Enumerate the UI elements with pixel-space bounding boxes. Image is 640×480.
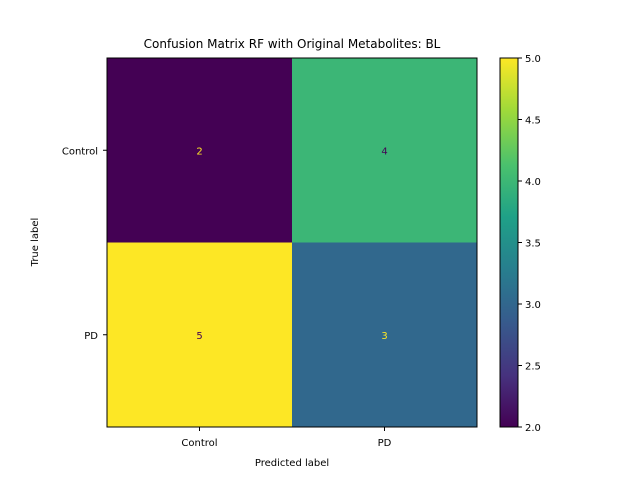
plot-frame	[106, 57, 478, 428]
y-tick-label: PD	[84, 331, 98, 342]
colorbar-axis: 2.0 2.5 3.0 3.5 4.0 4.5 5.0	[518, 54, 541, 434]
heatmap-cell	[292, 58, 477, 243]
colorbar	[499, 57, 519, 428]
heatmap-cell	[107, 242, 292, 427]
chart-title: Confusion Matrix RF with Original Metabo…	[144, 37, 441, 51]
y-axis-title: True label	[30, 218, 41, 268]
x-tick-label: PD	[378, 438, 392, 449]
colorbar-tick-label: 2.5	[525, 362, 541, 373]
colorbar-tick-label: 4.5	[525, 116, 541, 127]
x-tick-label: Control	[181, 438, 217, 449]
colorbar-tick-label: 3.0	[525, 300, 541, 311]
heatmap-cell	[107, 58, 292, 243]
colorbar-tick-label: 4.0	[525, 177, 541, 188]
colorbar-tick-label: 2.0	[525, 423, 541, 434]
colorbar-tick-label: 3.5	[525, 239, 541, 250]
colorbar-tick-label: 5.0	[525, 54, 541, 65]
x-axis-title: Predicted label	[255, 458, 329, 469]
cell-value-label: 4	[381, 146, 387, 157]
y-tick-label: Control	[62, 146, 98, 157]
heatmap-cell	[292, 242, 477, 427]
y-axis: Control PD	[62, 146, 107, 342]
heatmap-cells: 2 4 5 3	[107, 58, 477, 427]
x-axis: Control PD	[181, 427, 392, 449]
cell-value-label: 3	[381, 331, 387, 342]
cell-value-label: 5	[196, 331, 202, 342]
cell-value-label: 2	[196, 146, 202, 157]
